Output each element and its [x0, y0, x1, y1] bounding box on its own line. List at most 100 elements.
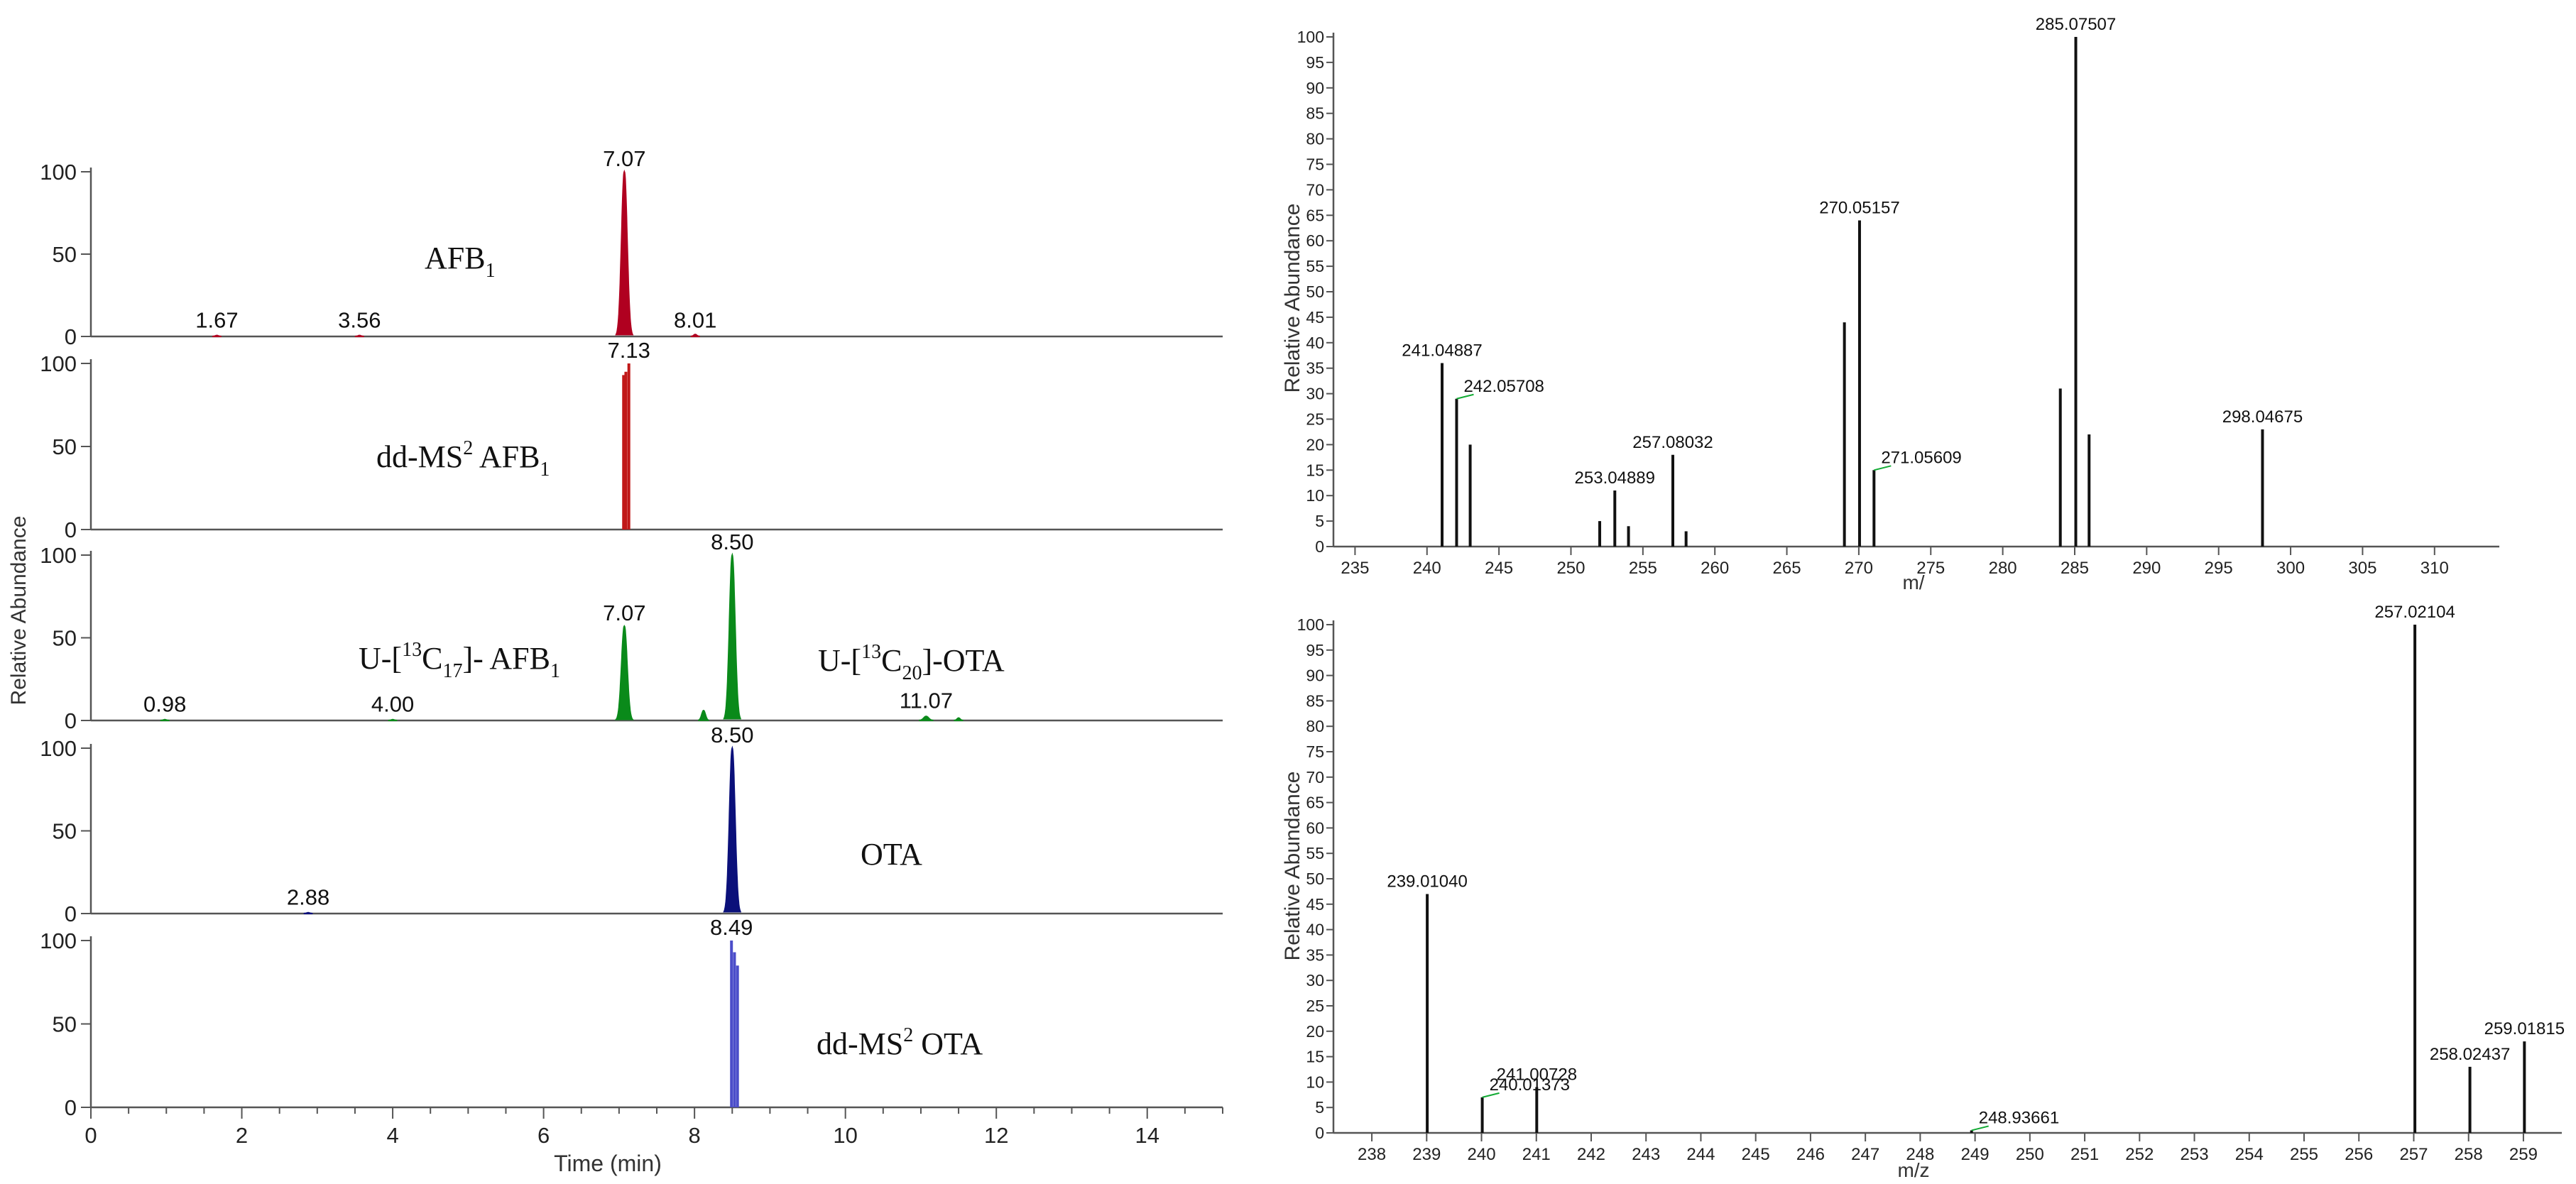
spectrum-top-x-axis-title: m/: [1902, 571, 1924, 593]
annotation-dd-ms2-afb1: dd-MS2 AFB1: [376, 437, 550, 481]
peak-label: 2.88: [287, 884, 329, 909]
x-tick-label: 290: [2132, 559, 2161, 578]
x-tick-label: 310: [2421, 559, 2449, 578]
y-tick-label: 50: [53, 1012, 77, 1037]
y-tick-label: 50: [1306, 870, 1324, 888]
x-tick-label: 243: [1632, 1145, 1660, 1164]
x-tick-label: 250: [2016, 1145, 2044, 1164]
peak-label: 239.01040: [1387, 872, 1467, 891]
y-tick-label: 95: [1306, 641, 1324, 659]
peak-label: 8.50: [711, 723, 753, 747]
x-tick-label: 265: [1773, 559, 1801, 578]
mass-spectrum-bottom: Relative Abundance m/z 0 5 10 15 20 25 30 35 40 4…: [1281, 603, 2565, 1181]
x-tick-label: 244: [1686, 1145, 1715, 1164]
y-tick-label: 40: [1306, 921, 1324, 939]
y-tick-label: 95: [1306, 53, 1324, 72]
y-tick-label: 50: [53, 242, 77, 267]
annotation-dd-ms2-ota: dd-MS2 OTA: [817, 1024, 983, 1061]
y-tick-label: 80: [1306, 130, 1324, 148]
y-tick-label: 100: [40, 351, 77, 376]
x-tick-label: 258: [2455, 1145, 2483, 1164]
y-tick-label: 80: [1306, 717, 1324, 735]
x-tick-label: 246: [1796, 1145, 1825, 1164]
peak-label: 7.07: [603, 601, 645, 625]
y-tick-label: 70: [1306, 768, 1324, 786]
y-tick-label: 0: [65, 517, 77, 542]
y-tick-label: 0: [65, 901, 77, 926]
y-tick-label: 100: [40, 928, 77, 953]
y-tick-label: 100: [1297, 615, 1324, 634]
y-tick-label: 10: [1306, 486, 1324, 505]
peak-label: 242.05708: [1463, 377, 1544, 396]
x-tick-label: 235: [1341, 559, 1369, 578]
peak-label: 1.67: [195, 307, 238, 332]
chromatogram-peak: [954, 717, 964, 721]
y-tick-label: 30: [1306, 385, 1324, 403]
y-tick-label: 100: [40, 543, 77, 568]
x-tick-label: 275: [1916, 559, 1945, 578]
chromatogram-peak: [698, 709, 709, 721]
peak-label: 4.00: [371, 691, 414, 716]
x-tick-label: 253: [2181, 1145, 2209, 1164]
x-tick-label: 2: [236, 1123, 248, 1148]
x-tick-label: 255: [1629, 559, 1657, 578]
x-tick-label: 242: [1577, 1145, 1605, 1164]
chromatogram-peak: [614, 625, 634, 720]
x-tick-label: 245: [1485, 559, 1513, 578]
chromatogram-x-axis-title: Time (min): [554, 1151, 662, 1176]
y-tick-label: 20: [1306, 1022, 1324, 1041]
x-tick-label: 8: [689, 1123, 701, 1148]
y-tick-label: 40: [1306, 334, 1324, 352]
y-tick-label: 100: [40, 736, 77, 761]
x-tick-label: 0: [84, 1123, 97, 1148]
x-tick-label: 6: [537, 1123, 550, 1148]
peak-label: 271.05609: [1881, 448, 1961, 467]
peak-label: 241.00728: [1497, 1065, 1577, 1085]
x-tick-label: 305: [2348, 559, 2376, 578]
x-tick-label: 255: [2290, 1145, 2318, 1164]
y-tick-label: 60: [1306, 231, 1324, 250]
peak-label: 298.04675: [2222, 407, 2303, 427]
chromatogram-panel: Relative Abundance Time (min) AFB1 dd-MS…: [7, 146, 1223, 1176]
y-tick-label: 90: [1306, 667, 1324, 685]
chromatogram-peak: [690, 334, 700, 337]
peak-label: 258.02437: [2430, 1045, 2510, 1064]
peak-label: 8.50: [711, 530, 753, 554]
label-leader: [1456, 393, 1474, 400]
annotation-u13c17-afb1: U-[13C17]- AFB1: [359, 639, 560, 682]
label-leader: [1482, 1092, 1500, 1098]
annotation-u13c20-ota: U-[13C20]-OTA: [818, 641, 1005, 684]
x-tick-label: 247: [1851, 1145, 1879, 1164]
x-tick-label: 240: [1413, 559, 1441, 578]
x-tick-label: 295: [2205, 559, 2233, 578]
x-tick-label: 240: [1468, 1145, 1496, 1164]
x-tick-label: 4: [386, 1123, 398, 1148]
x-tick-label: 14: [1135, 1123, 1159, 1148]
x-tick-label: 238: [1358, 1145, 1386, 1164]
label-leader: [1874, 465, 1892, 471]
chromatogram-peak: [723, 745, 742, 913]
y-tick-label: 35: [1306, 359, 1324, 378]
y-tick-label: 20: [1306, 435, 1324, 454]
peak-label: 270.05157: [1819, 198, 1899, 217]
peak-label: 257.02104: [2374, 603, 2455, 622]
y-tick-label: 55: [1306, 257, 1324, 275]
y-tick-label: 65: [1306, 794, 1324, 812]
y-tick-label: 90: [1306, 79, 1324, 97]
x-tick-label: 12: [984, 1123, 1008, 1148]
y-tick-label: 50: [53, 626, 77, 651]
peak-label: 248.93661: [1979, 1108, 2059, 1127]
chromatogram-peak: [303, 911, 313, 914]
y-tick-label: 50: [1306, 283, 1324, 301]
y-tick-label: 5: [1315, 512, 1324, 530]
x-tick-label: 250: [1556, 559, 1585, 578]
y-tick-label: 35: [1306, 945, 1324, 964]
x-tick-label: 239: [1412, 1145, 1441, 1164]
chromatogram-peak: [919, 716, 934, 721]
y-tick-label: 0: [65, 1095, 77, 1120]
y-tick-label: 5: [1315, 1098, 1324, 1117]
y-tick-label: 15: [1306, 461, 1324, 479]
peak-label: 253.04889: [1575, 468, 1655, 488]
y-tick-label: 75: [1306, 155, 1324, 174]
